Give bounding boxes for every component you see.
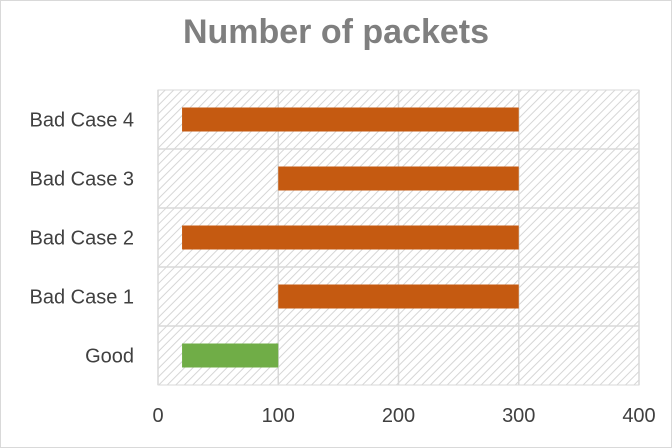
x-tick-label: 100 [262,405,295,427]
x-tick-label: 0 [152,405,163,427]
x-tick-label: 300 [502,405,535,427]
x-tick-label: 200 [382,405,415,427]
bar-bad-case-2 [182,225,519,250]
y-tick-label: Bad Case 3 [29,169,134,191]
y-tick-label: Bad Case 1 [29,287,134,309]
bar-good [182,343,279,368]
x-axis-labels: 0 100 200 300 400 [152,405,655,427]
bar-bad-case-4 [182,107,519,132]
y-tick-label: Bad Case 4 [29,110,134,132]
chart-title: Number of packets [182,13,490,51]
y-tick-label: Bad Case 2 [29,228,134,250]
bar-bad-case-1 [278,284,519,309]
y-tick-label: Good [85,346,134,368]
x-tick-label: 400 [622,405,655,427]
bars [182,107,519,368]
y-axis-labels: Bad Case 4 Bad Case 3 Bad Case 2 Bad Case 1… [29,110,134,368]
bar-bad-case-3 [278,166,519,191]
